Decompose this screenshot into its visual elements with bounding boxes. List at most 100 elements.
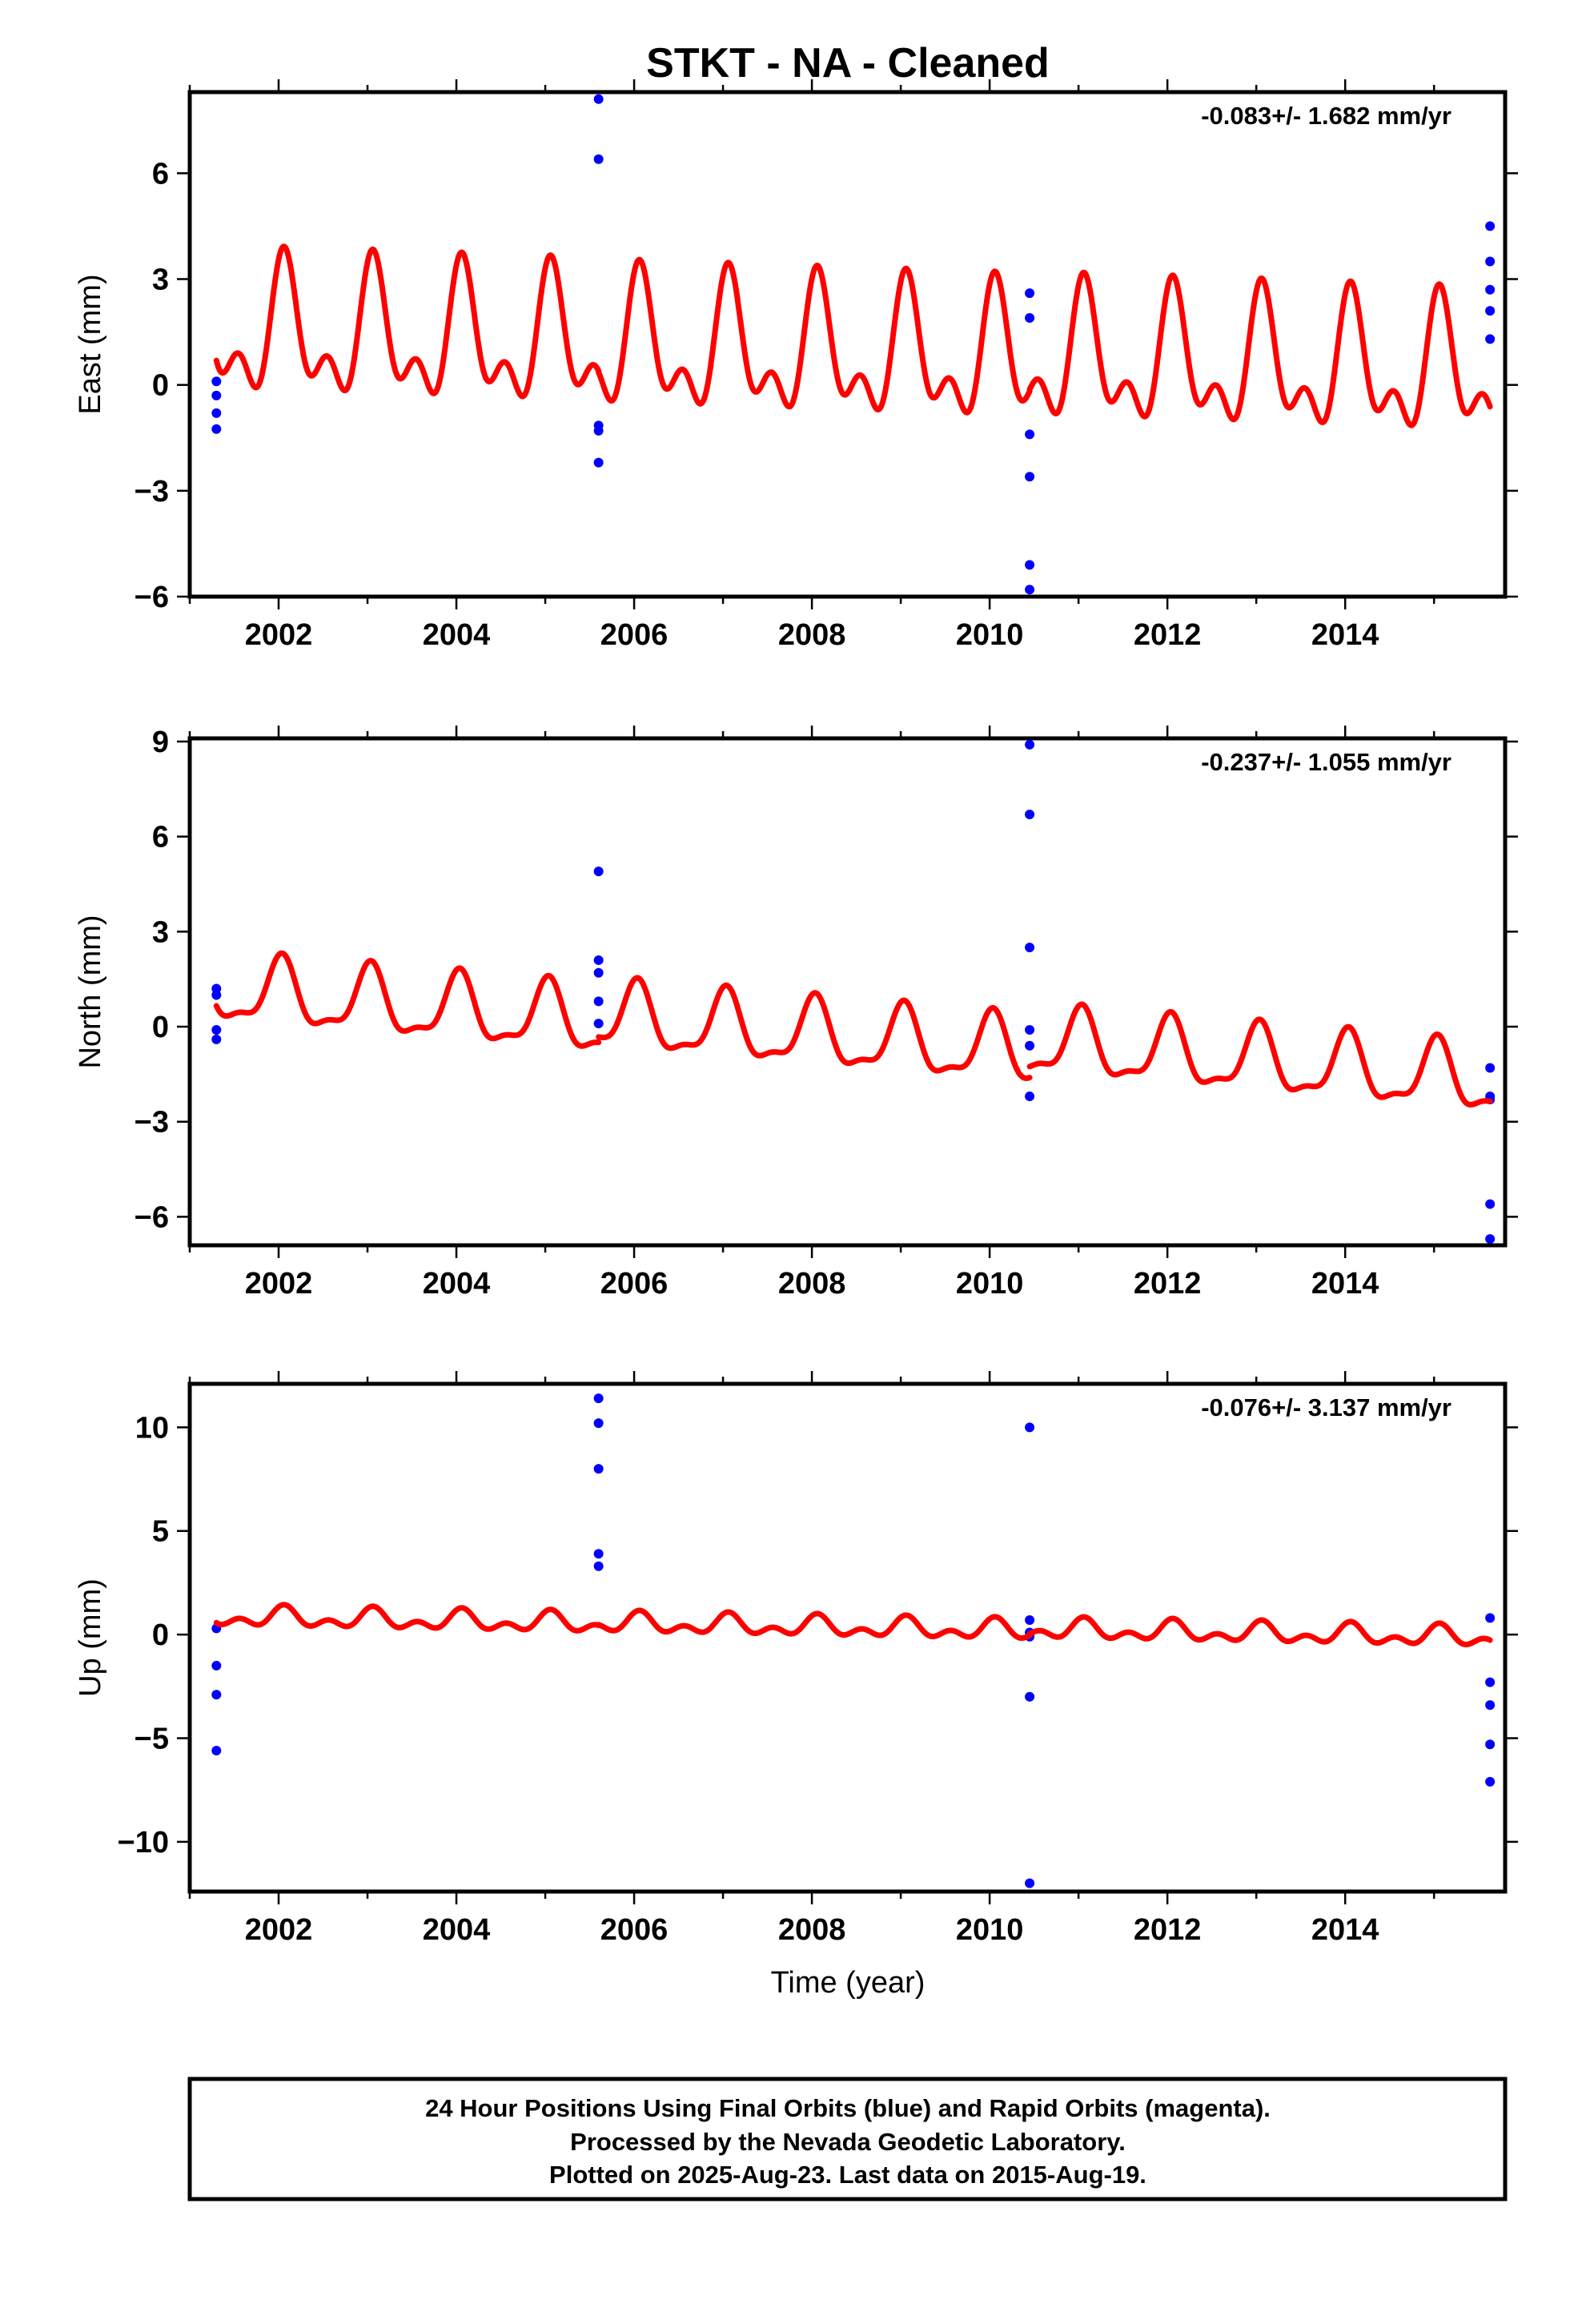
data-point xyxy=(211,424,222,434)
data-point xyxy=(1025,560,1035,570)
data-point xyxy=(1485,1677,1496,1687)
data-point xyxy=(593,1019,604,1029)
data-point xyxy=(593,1561,604,1571)
x-tick-label: 2002 xyxy=(245,618,313,652)
model-fit-curve xyxy=(213,243,602,400)
data-point xyxy=(593,866,604,877)
x-tick-label: 2004 xyxy=(423,1267,491,1301)
x-tick-label: 2008 xyxy=(778,1267,846,1301)
figure-title: STKT - NA - Cleaned xyxy=(646,40,1050,86)
y-tick-label: −10 xyxy=(118,1826,169,1860)
plot-area xyxy=(211,94,1496,595)
data-point xyxy=(1485,221,1496,231)
data-point xyxy=(593,457,604,468)
x-tick-label: 2014 xyxy=(1311,1267,1379,1301)
data-point xyxy=(1485,1700,1496,1711)
data-point xyxy=(593,94,604,104)
y-tick-label: −5 xyxy=(135,1723,169,1756)
data-point xyxy=(211,408,222,418)
data-point xyxy=(1485,256,1496,267)
rate-label: -0.237+/- 1.055 mm/yr xyxy=(1201,748,1452,776)
data-point xyxy=(593,1418,604,1429)
data-point xyxy=(1025,1878,1035,1888)
plot-area xyxy=(211,739,1496,1244)
y-tick-label: 6 xyxy=(152,821,169,854)
plot-frame xyxy=(187,90,1508,599)
data-point xyxy=(1485,1776,1496,1787)
data-point xyxy=(1025,809,1035,819)
x-tick-label: 2008 xyxy=(778,1913,846,1947)
x-tick-label: 2004 xyxy=(423,1913,491,1947)
x-tick-label: 2008 xyxy=(778,618,846,652)
model-fit-curve xyxy=(213,950,602,1049)
model-fit-curve xyxy=(213,1602,602,1634)
data-point xyxy=(1025,1092,1035,1102)
data-point xyxy=(1485,1613,1496,1623)
data-point xyxy=(211,1660,222,1671)
data-point xyxy=(211,1024,222,1035)
plot-frame xyxy=(187,736,1508,1248)
north-panel: 2002 2004 2006 2008 2010 2012 2014 9 6 3 0 −3 −6 Nort… xyxy=(74,726,1518,1301)
footer-line-3: Plotted on 2025-Aug-23. Last data on 201… xyxy=(549,2161,1146,2189)
data-point xyxy=(1025,1024,1035,1035)
data-point xyxy=(211,1746,222,1756)
data-point xyxy=(1025,312,1035,323)
data-point xyxy=(1485,1234,1496,1244)
model-fit-curve xyxy=(596,1607,1033,1641)
data-point xyxy=(211,1034,222,1044)
x-tick-label: 2010 xyxy=(956,1913,1024,1947)
data-point xyxy=(593,955,604,965)
data-point xyxy=(593,1393,604,1404)
rate-label: -0.083+/- 1.682 mm/yr xyxy=(1201,102,1452,130)
model-fit-curve xyxy=(1026,1001,1493,1108)
y-tick-label: 9 xyxy=(152,726,169,759)
y-tick-label: 0 xyxy=(152,1011,169,1044)
x-tick-label: 2006 xyxy=(600,1267,669,1301)
y-tick-label: −6 xyxy=(135,581,169,614)
plot-frame xyxy=(187,1381,1508,1894)
x-tick-label: 2006 xyxy=(600,1913,669,1947)
up-panel: 2002 2004 2006 2008 2010 2012 2014 10 5 0 −5 −10 Up … xyxy=(74,1371,1518,1947)
y-tick-label: −6 xyxy=(135,1200,169,1234)
footer-box xyxy=(187,2077,1508,2201)
data-point xyxy=(593,996,604,1007)
y-axis-label: East (mm) xyxy=(74,274,107,414)
y-tick-label: 10 xyxy=(135,1411,169,1445)
model-fit-curve xyxy=(1026,269,1493,428)
y-tick-label: −3 xyxy=(135,475,169,509)
model-fit-curve xyxy=(1026,1614,1493,1647)
data-point xyxy=(1025,1691,1035,1702)
data-point xyxy=(1025,943,1035,953)
x-tick-label: 2012 xyxy=(1134,1267,1202,1301)
data-point xyxy=(1485,284,1496,295)
data-point xyxy=(1025,429,1035,440)
x-tick-label: 2014 xyxy=(1311,618,1379,652)
data-point xyxy=(593,425,604,436)
x-tick-label: 2010 xyxy=(956,1267,1024,1301)
y-tick-label: 3 xyxy=(152,915,169,949)
x-axis-label: Time (year) xyxy=(771,1966,926,2000)
footer-line-2: Processed by the Nevada Geodetic Laborat… xyxy=(570,2128,1126,2156)
data-point xyxy=(1025,1040,1035,1051)
x-tick-label: 2006 xyxy=(600,618,669,652)
data-point xyxy=(593,154,604,164)
data-point xyxy=(1025,472,1035,482)
model-fit-curve xyxy=(596,975,1033,1081)
y-axis-label: North (mm) xyxy=(74,915,107,1068)
data-point xyxy=(593,1549,604,1559)
y-tick-label: 5 xyxy=(152,1515,169,1549)
data-point xyxy=(211,1690,222,1700)
footer-line-1: 24 Hour Positions Using Final Orbits (bl… xyxy=(425,2094,1271,2122)
x-tick-label: 2004 xyxy=(423,618,491,652)
model-fit-curve xyxy=(596,256,1033,416)
y-axis-label: Up (mm) xyxy=(74,1578,107,1697)
x-tick-label: 2012 xyxy=(1134,618,1202,652)
y-tick-label: −3 xyxy=(135,1106,169,1140)
data-point xyxy=(593,1464,604,1474)
data-point xyxy=(1485,1063,1496,1073)
y-tick-label: 0 xyxy=(152,369,169,403)
data-point xyxy=(1485,334,1496,344)
data-point xyxy=(1025,288,1035,299)
x-tick-label: 2002 xyxy=(245,1267,313,1301)
